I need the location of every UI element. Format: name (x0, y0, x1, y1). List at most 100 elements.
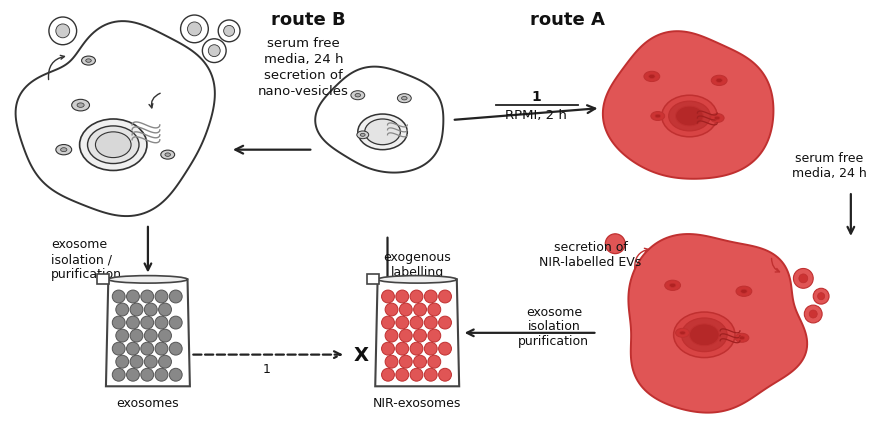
Polygon shape (97, 274, 109, 284)
Circle shape (170, 290, 182, 303)
Circle shape (170, 316, 182, 329)
Text: secretion of: secretion of (553, 240, 628, 253)
Text: NIR-labelled EVs: NIR-labelled EVs (539, 256, 642, 268)
Ellipse shape (644, 72, 660, 82)
Ellipse shape (651, 112, 665, 121)
Polygon shape (316, 67, 443, 173)
Circle shape (799, 274, 808, 283)
Circle shape (144, 303, 157, 316)
Text: exosomes: exosomes (116, 396, 179, 409)
Circle shape (188, 23, 201, 37)
Ellipse shape (690, 324, 719, 346)
Text: isolation /: isolation / (51, 253, 112, 266)
Polygon shape (16, 22, 215, 217)
Text: purification: purification (518, 335, 589, 348)
Ellipse shape (81, 57, 95, 66)
Text: RPMI, 2 h: RPMI, 2 h (505, 108, 567, 121)
Circle shape (385, 329, 398, 342)
Circle shape (410, 368, 423, 381)
Circle shape (606, 234, 625, 254)
Text: X: X (353, 345, 368, 364)
Circle shape (127, 342, 139, 355)
Text: NIR-exosomes: NIR-exosomes (373, 396, 461, 409)
Text: media, 24 h: media, 24 h (264, 53, 343, 66)
Circle shape (385, 303, 398, 316)
Ellipse shape (676, 329, 690, 338)
Text: 1: 1 (263, 362, 271, 375)
Ellipse shape (357, 115, 407, 150)
Ellipse shape (72, 100, 89, 112)
Ellipse shape (716, 79, 722, 83)
Circle shape (155, 290, 168, 303)
Text: exosome: exosome (526, 305, 582, 318)
Circle shape (413, 329, 427, 342)
Circle shape (127, 368, 139, 381)
Circle shape (804, 306, 822, 323)
Circle shape (396, 290, 409, 303)
Circle shape (439, 368, 452, 381)
Text: labelling: labelling (391, 265, 444, 278)
Text: route B: route B (271, 11, 345, 29)
Ellipse shape (108, 276, 188, 283)
Circle shape (439, 316, 452, 329)
Ellipse shape (56, 145, 72, 155)
Circle shape (428, 329, 440, 342)
Circle shape (141, 368, 154, 381)
Circle shape (425, 342, 437, 355)
Circle shape (382, 290, 394, 303)
Ellipse shape (655, 115, 661, 118)
Circle shape (385, 355, 398, 368)
Circle shape (155, 316, 168, 329)
Ellipse shape (161, 151, 175, 160)
Circle shape (170, 368, 182, 381)
Circle shape (382, 342, 394, 355)
Circle shape (112, 316, 125, 329)
Circle shape (49, 18, 77, 46)
Ellipse shape (398, 95, 412, 103)
Circle shape (112, 342, 125, 355)
Ellipse shape (711, 76, 727, 86)
Ellipse shape (77, 104, 84, 108)
Circle shape (141, 290, 154, 303)
Circle shape (396, 368, 409, 381)
Polygon shape (603, 32, 773, 179)
Circle shape (116, 329, 128, 342)
Circle shape (817, 293, 825, 300)
Ellipse shape (355, 94, 361, 98)
Circle shape (141, 342, 154, 355)
Ellipse shape (735, 333, 749, 342)
Circle shape (382, 368, 394, 381)
Circle shape (112, 290, 125, 303)
Text: isolation: isolation (527, 320, 580, 332)
Ellipse shape (364, 120, 400, 145)
Circle shape (399, 303, 413, 316)
Ellipse shape (357, 132, 369, 139)
Text: purification: purification (51, 267, 121, 280)
Circle shape (144, 355, 157, 368)
Circle shape (218, 21, 240, 43)
Text: 1: 1 (531, 90, 541, 104)
Circle shape (203, 39, 226, 63)
Circle shape (425, 316, 437, 329)
Polygon shape (366, 274, 378, 284)
Text: nano-vesicles: nano-vesicles (258, 85, 349, 98)
Ellipse shape (739, 336, 745, 340)
Circle shape (399, 329, 413, 342)
Circle shape (56, 25, 70, 39)
Circle shape (396, 316, 409, 329)
Circle shape (382, 316, 394, 329)
Circle shape (127, 290, 139, 303)
Text: serum free: serum free (795, 152, 864, 165)
Ellipse shape (649, 75, 655, 79)
Ellipse shape (674, 312, 735, 358)
Ellipse shape (95, 132, 131, 158)
Circle shape (155, 342, 168, 355)
Circle shape (425, 368, 437, 381)
Ellipse shape (676, 107, 704, 127)
Circle shape (428, 303, 440, 316)
Circle shape (410, 316, 423, 329)
Ellipse shape (87, 127, 139, 164)
Circle shape (428, 355, 440, 368)
Ellipse shape (165, 154, 170, 157)
Circle shape (112, 368, 125, 381)
